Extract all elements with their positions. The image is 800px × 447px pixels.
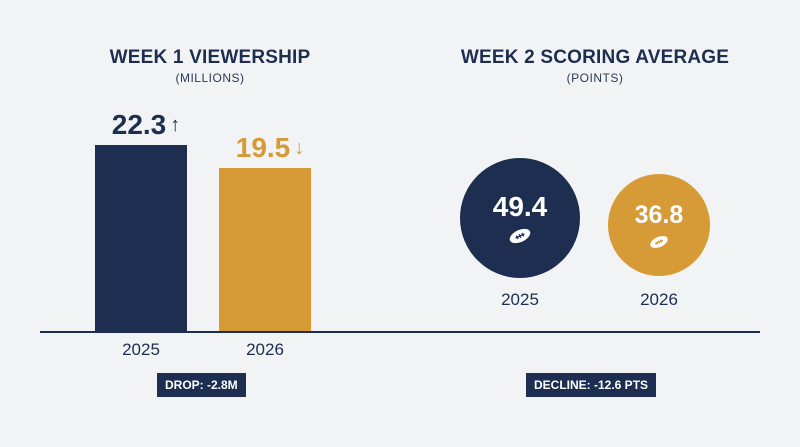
bar-value-label-2025: 22.3 ↑: [85, 109, 207, 141]
bubble-category-label-2026: 2026: [640, 290, 678, 309]
bar-value-text-2025: 22.3: [111, 109, 167, 140]
bar-value-label-2026: 19.5 ↓: [209, 132, 331, 164]
football-icon: [509, 228, 531, 244]
viewership-bar-chart: 22.3 ↑ 19.5 ↓: [85, 109, 331, 331]
bar-2026: [219, 168, 311, 331]
bubble-category-label-2025: 2025: [501, 290, 539, 309]
bubble-2025: 49.4: [460, 158, 580, 278]
viewership-chart-subtitle: (MILLIONS): [175, 71, 245, 85]
bar-category-label-2025: 2025: [122, 340, 160, 359]
bubble-2026: 36.8: [608, 174, 710, 276]
drop-badge: DROP: -2.8M: [157, 373, 246, 397]
bar-value-text-2026: 19.5: [235, 132, 291, 164]
viewership-chart-title: WEEK 1 VIEWERSHIP: [109, 47, 311, 68]
bubble-value-2026: 36.8: [634, 200, 684, 229]
bubble-value-2025: 49.4: [492, 191, 548, 222]
scoring-chart-subtitle: (POINTS): [566, 71, 624, 85]
decline-badge: DECLINE: -12.6 PTS: [526, 373, 657, 397]
scoring-chart-title: WEEK 2 SCORING AVERAGE: [460, 47, 730, 68]
football-icon: [650, 235, 668, 248]
up-arrow-icon: ↑: [170, 114, 181, 136]
bar-2025: [95, 145, 187, 331]
bar-category-label-2026: 2026: [246, 340, 284, 359]
chart-baseline: [40, 331, 760, 333]
down-arrow-icon: ↓: [294, 137, 305, 160]
